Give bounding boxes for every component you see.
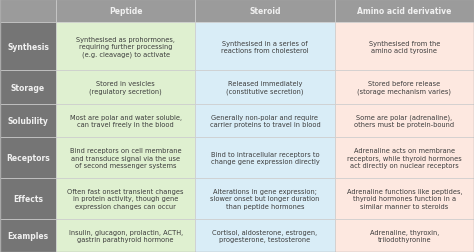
Bar [195, 0, 335, 23]
Bar [56, 219, 195, 252]
Text: Stored before release
(storage mechanism varies): Stored before release (storage mechanism… [357, 81, 451, 94]
Bar [0, 138, 56, 178]
Text: Solubility: Solubility [8, 116, 48, 125]
Text: Stored in vesicles
(regulatory secretion): Stored in vesicles (regulatory secretion… [89, 81, 162, 94]
Text: Most are polar and water soluble,
can travel freely in the blood: Most are polar and water soluble, can tr… [70, 114, 182, 128]
Text: Receptors: Receptors [6, 153, 50, 162]
Bar [0, 178, 56, 219]
Text: Synthesised in a series of
reactions from cholesterol: Synthesised in a series of reactions fro… [221, 41, 309, 54]
Bar [56, 138, 195, 178]
Bar [335, 219, 474, 252]
Bar [56, 104, 195, 138]
Bar [335, 104, 474, 138]
Text: Released immediately
(constitutive secretion): Released immediately (constitutive secre… [226, 81, 304, 94]
Text: Often fast onset transient changes
in protein activity, though gene
expression c: Often fast onset transient changes in pr… [67, 188, 184, 209]
Bar [0, 23, 56, 71]
Text: Generally non-polar and require
carrier proteins to travel in blood: Generally non-polar and require carrier … [210, 114, 320, 128]
Bar [0, 104, 56, 138]
Text: Alterations in gene expression;
slower onset but longer duration
than peptide ho: Alterations in gene expression; slower o… [210, 188, 319, 209]
Bar [195, 219, 335, 252]
Text: Cortisol, aldosterone, estrogen,
progesterone, testosterone: Cortisol, aldosterone, estrogen, progest… [212, 229, 318, 242]
Bar [195, 104, 335, 138]
Bar [56, 0, 195, 23]
Bar [335, 178, 474, 219]
Text: Bind to intracellular receptors to
change gene expression directly: Bind to intracellular receptors to chang… [210, 151, 319, 165]
Bar [335, 138, 474, 178]
Text: Effects: Effects [13, 194, 43, 203]
Bar [195, 138, 335, 178]
Text: Storage: Storage [11, 83, 45, 92]
Bar [195, 178, 335, 219]
Text: Amino acid derivative: Amino acid derivative [357, 7, 452, 16]
Text: Some are polar (adrenaline),
others must be protein-bound: Some are polar (adrenaline), others must… [354, 114, 455, 128]
Text: Examples: Examples [8, 231, 48, 240]
Bar [195, 71, 335, 104]
Text: Bind receptors on cell membrane
and transduce signal via the use
of second messe: Bind receptors on cell membrane and tran… [70, 148, 182, 168]
Bar [335, 23, 474, 71]
Bar [56, 178, 195, 219]
Text: Insulin, glucagon, prolactin, ACTH,
gastrin parathyroid hormone: Insulin, glucagon, prolactin, ACTH, gast… [69, 229, 182, 242]
Bar [335, 0, 474, 23]
Text: Adrenaline, thyroxin,
triiodothyronine: Adrenaline, thyroxin, triiodothyronine [370, 229, 439, 242]
Bar [0, 219, 56, 252]
Bar [56, 23, 195, 71]
Text: Adrenaline functions like peptides,
thyroid hormones function in a
similar manne: Adrenaline functions like peptides, thyr… [346, 188, 462, 209]
Text: Steroid: Steroid [249, 7, 281, 16]
Text: Adrenaline acts on membrane
receptors, while thyroid hormones
act directly on nu: Adrenaline acts on membrane receptors, w… [347, 148, 462, 168]
Bar [0, 71, 56, 104]
Bar [56, 71, 195, 104]
Text: Peptide: Peptide [109, 7, 142, 16]
Bar [335, 71, 474, 104]
Bar [195, 23, 335, 71]
Text: Synthesised as prohormones,
requiring further processing
(e.g. cleavage) to acti: Synthesised as prohormones, requiring fu… [76, 37, 175, 58]
Bar [0, 0, 56, 23]
Text: Synthesised from the
amino acid tyrosine: Synthesised from the amino acid tyrosine [369, 41, 440, 54]
Text: Synthesis: Synthesis [7, 43, 49, 52]
